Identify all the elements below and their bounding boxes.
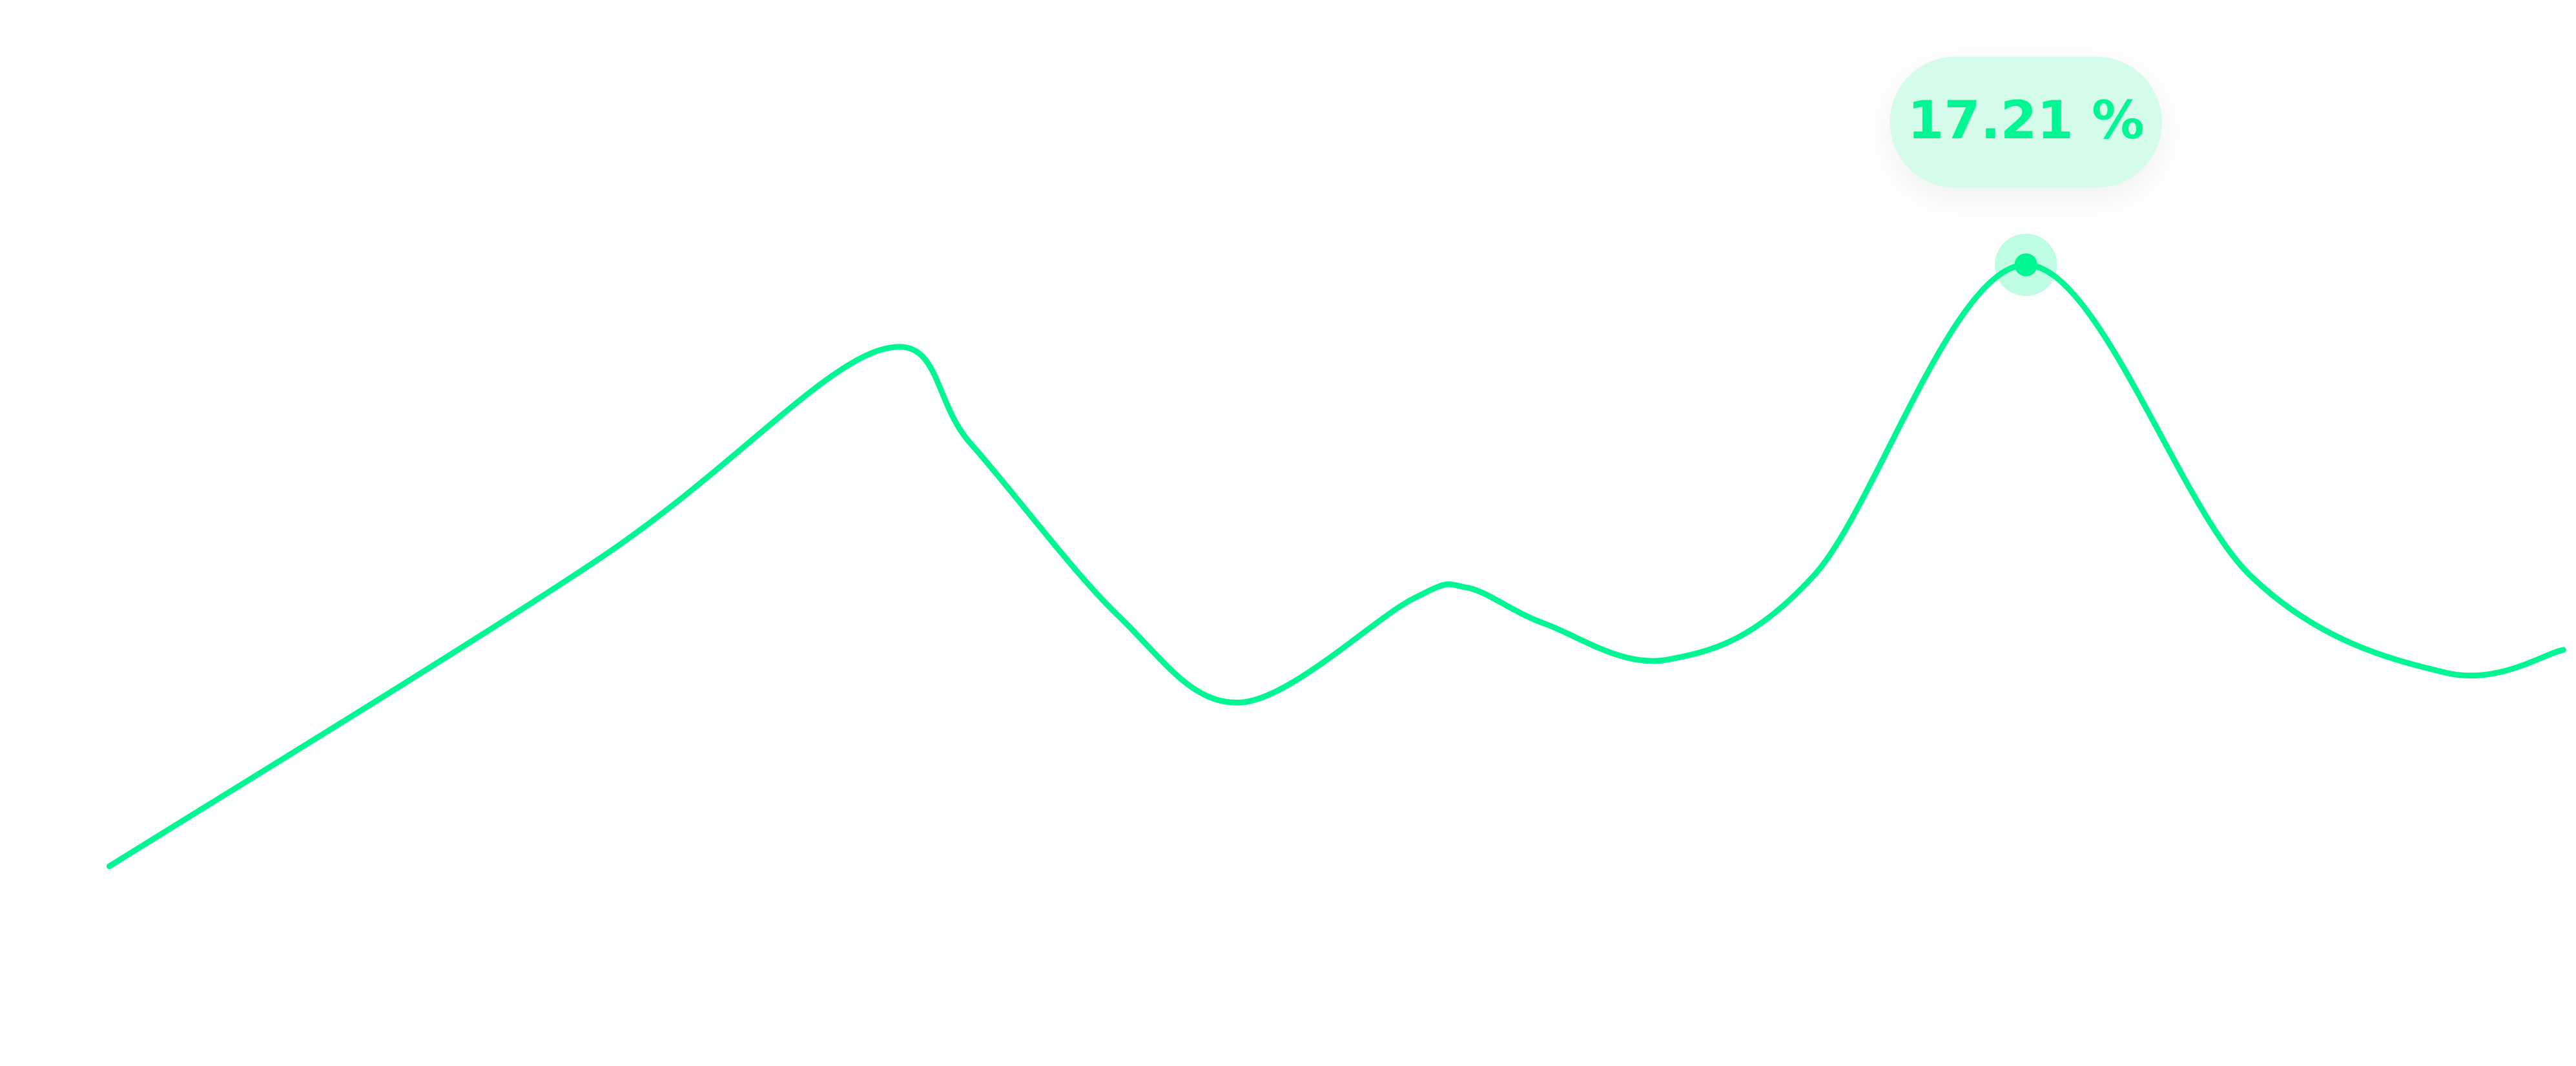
highlight-point [2014,253,2037,277]
line [106,262,2566,870]
tooltip-box [1890,56,2162,188]
tooltip-label: 17.21 % [1908,90,2145,151]
